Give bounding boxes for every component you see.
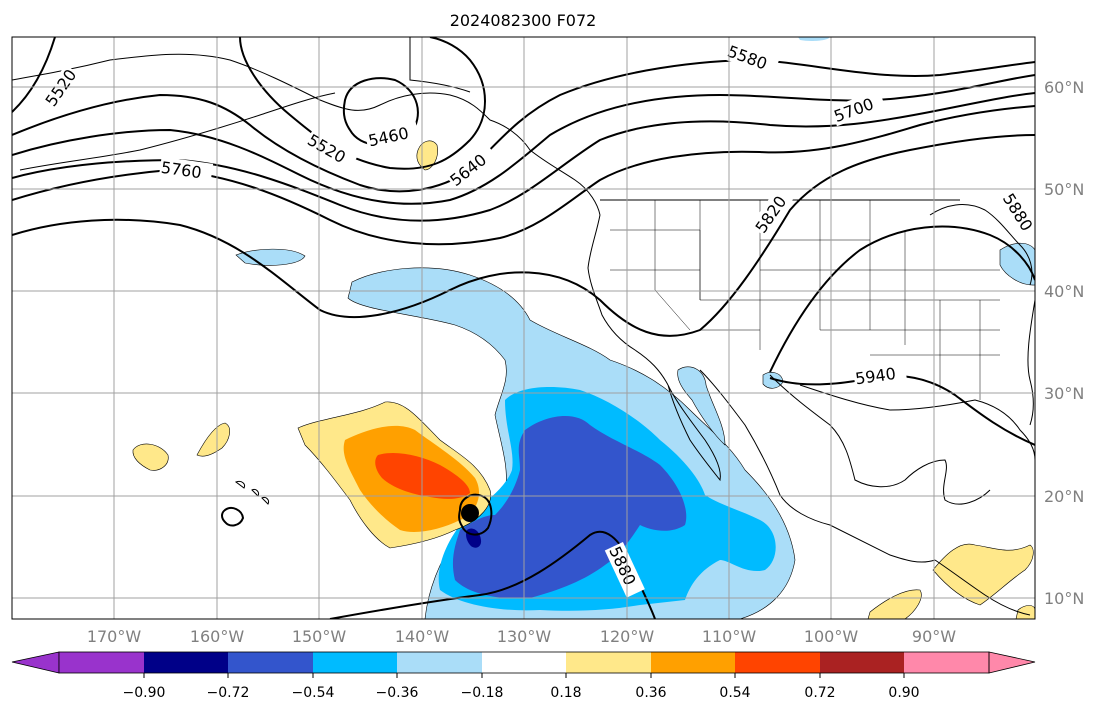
colorbar-tick-label: 0.18 [550, 685, 581, 701]
lon-label: 90°W [912, 627, 956, 646]
contour-5940 [769, 374, 1035, 446]
map-frame [11, 36, 1036, 620]
hawaii-island-big [221, 507, 245, 527]
lon-label: 120°W [600, 627, 655, 646]
anomaly-yellow-patch-central-america [932, 543, 1034, 606]
us-west-coast [587, 214, 669, 386]
great-lakes [929, 204, 1033, 286]
colorbar-ticks [143, 673, 905, 678]
lon-label: 140°W [395, 627, 450, 646]
longitude-labels: 170°W 160°W 150°W 140°W 130°W 120°W 110°… [87, 627, 956, 646]
anomaly-yellow-patch-caribbean [1015, 605, 1035, 619]
colorbar-extend-high [988, 651, 1036, 674]
lat-label: 40°N [1044, 282, 1084, 301]
colorbar-segment [59, 652, 144, 673]
lon-label: 170°W [87, 627, 142, 646]
alaska-coastline [12, 53, 601, 216]
anomaly-red-region [375, 453, 470, 499]
colorbar-segment [397, 652, 482, 673]
mexico-mainland-coast [699, 369, 936, 563]
lat-label: 50°N [1044, 180, 1084, 199]
colorbar-tick-label: −0.36 [376, 685, 419, 701]
lon-label: 130°W [497, 627, 552, 646]
anomaly-yellow-patch-hawaii-b [196, 422, 230, 457]
colorbar-segment [566, 652, 651, 673]
shaded-anomaly-layer [132, 37, 1035, 619]
anomaly-blue-region [452, 415, 687, 599]
colorbar-segment [651, 652, 735, 673]
coastline-layer [12, 37, 1035, 616]
lat-label: 30°N [1044, 384, 1084, 403]
colorbar-segment [735, 652, 820, 673]
storm-center-marker [461, 504, 479, 522]
lon-label: 100°W [804, 627, 859, 646]
anomaly-light-blue-patch-alaska [798, 37, 830, 41]
lon-label: 160°W [190, 627, 245, 646]
baja-california-coast [667, 384, 721, 482]
colorbar-frame [58, 651, 990, 674]
lon-label: 110°W [702, 627, 757, 646]
contour-5880-east [769, 225, 1035, 373]
east-coast-us [1027, 299, 1035, 426]
colorbar-segment [144, 652, 228, 673]
contour-5520-loop [239, 37, 486, 170]
anomaly-light-blue-patch-gulf [677, 366, 726, 446]
alaska-peninsula-coast [19, 92, 336, 171]
state-borders [610, 200, 1000, 400]
anomaly-yellow-patch-pacific-south [867, 589, 922, 619]
colorbar-tick-label: −0.90 [123, 685, 166, 701]
lon-label: 150°W [292, 627, 347, 646]
latitude-labels: 60°N 50°N 40°N 30°N 20°N 10°N [1044, 78, 1084, 608]
map-panel: 5520 5460 5520 5580 5640 5700 5760 5820 … [11, 36, 1036, 620]
colorbar-tick-label: 0.72 [804, 685, 835, 701]
lat-label: 20°N [1044, 487, 1084, 506]
gulf-coast-us [799, 384, 1035, 461]
colorbar-segment [904, 652, 989, 673]
gulf-of-mexico-coast [769, 374, 991, 505]
storm-contour [458, 493, 493, 536]
colorbar-tick-label: −0.54 [292, 685, 335, 701]
contour-5820 [12, 134, 1035, 337]
colorbar-tick-label: 0.36 [635, 685, 666, 701]
colorbar-tick-label: −0.18 [461, 685, 504, 701]
anomaly-yellow-patch-hawaii-a [132, 443, 169, 471]
canada-border-line [409, 37, 471, 93]
colorbar-extend-low [11, 651, 60, 674]
lat-label: 10°N [1044, 589, 1084, 608]
lat-label: 60°N [1044, 78, 1084, 97]
contour-5520-west [12, 37, 56, 113]
colorbar-segment [820, 652, 904, 673]
colorbar: −0.90 −0.72 −0.54 −0.36 −0.18 0.18 0.36 … [11, 651, 1036, 701]
colorbar-segment [482, 652, 566, 673]
colorbar-tick-label: −0.72 [207, 685, 250, 701]
graticule [12, 37, 1035, 619]
colorbar-segment [313, 652, 397, 673]
colorbar-segment [228, 652, 313, 673]
central-america-coast [934, 559, 1031, 616]
colorbar-tick-label: 0.54 [719, 685, 750, 701]
colorbar-tick-label: 0.90 [888, 685, 919, 701]
map-title: 2024082300 F072 [450, 11, 597, 30]
